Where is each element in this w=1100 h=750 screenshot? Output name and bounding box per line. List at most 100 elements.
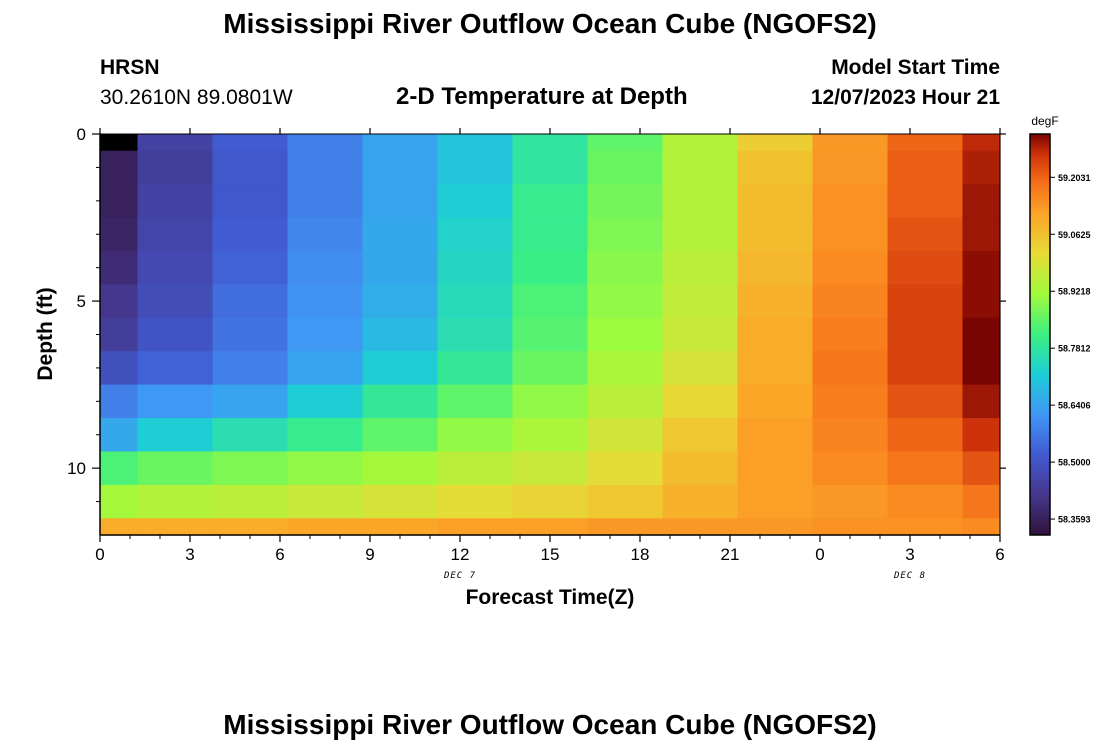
x-tick-label: 6 <box>995 545 1004 564</box>
heatmap-cell <box>887 518 964 536</box>
station-name: HRSN <box>100 56 160 79</box>
heatmap-cell <box>962 150 1001 185</box>
heatmap-cell <box>962 217 1001 252</box>
heatmap-cell <box>512 184 589 219</box>
heatmap-cell <box>287 451 364 486</box>
heatmap-cell <box>287 134 364 152</box>
heatmap-cell <box>100 418 139 453</box>
y-tick-label: 5 <box>77 292 86 311</box>
heatmap-cell <box>737 184 814 219</box>
heatmap-cell <box>737 250 814 285</box>
heatmap-cell <box>100 451 139 486</box>
heatmap-cell <box>437 418 514 453</box>
heatmap-cell <box>887 484 964 519</box>
heatmap-cell <box>212 484 289 519</box>
heatmap-cell <box>512 217 589 252</box>
plot-axes: 0 3 6 9 12 15 18 21 0 3 6 DEC 7 DEC 8 0 5 10 <box>67 125 1006 581</box>
heatmap-cell <box>962 250 1001 285</box>
heatmap-cell <box>512 418 589 453</box>
chart-title: Mississippi River Outflow Ocean Cube (NG… <box>223 8 877 39</box>
heatmap-cell <box>887 351 964 386</box>
heatmap-cell <box>287 250 364 285</box>
heatmap-cell <box>437 284 514 319</box>
heatmap-cell <box>437 134 514 152</box>
x-tick-label: 6 <box>275 545 284 564</box>
x-tick-label: 0 <box>95 545 104 564</box>
heatmap-cell <box>887 134 964 152</box>
heatmap-cell <box>212 150 289 185</box>
heatmap-cell <box>287 184 364 219</box>
heatmap-cell <box>287 150 364 185</box>
heatmap-cell <box>137 217 214 252</box>
heatmap-cell <box>137 418 214 453</box>
heatmap-cell <box>137 451 214 486</box>
heatmap-cells <box>100 134 1001 536</box>
heatmap-cell <box>662 250 739 285</box>
heatmap-cell <box>287 484 364 519</box>
heatmap-cell <box>137 317 214 352</box>
heatmap-cell <box>662 284 739 319</box>
heatmap-cell <box>137 484 214 519</box>
model-start-value: 12/07/2023 Hour 21 <box>810 86 1000 109</box>
heatmap-cell <box>587 418 664 453</box>
x-tick-label: 3 <box>185 545 194 564</box>
heatmap-cell <box>100 150 139 185</box>
heatmap-cell <box>437 451 514 486</box>
heatmap-cell <box>887 250 964 285</box>
colorbar: degF 59.2031 59.0625 58.9218 58.7812 58.6406 5… <box>1029 114 1091 536</box>
heatmap-cell <box>812 518 889 536</box>
x-tick-label: 0 <box>815 545 824 564</box>
heatmap-cell <box>812 184 889 219</box>
date-label: DEC 8 <box>893 571 926 581</box>
heatmap-cell <box>737 451 814 486</box>
heatmap-cell <box>437 250 514 285</box>
heatmap-cell <box>737 418 814 453</box>
heatmap-cell <box>212 384 289 419</box>
heatmap-cell <box>887 284 964 319</box>
heatmap-cell <box>512 317 589 352</box>
heatmap-cell <box>662 518 739 536</box>
heatmap-cell <box>812 217 889 252</box>
heatmap-cell <box>100 134 139 152</box>
heatmap-cell <box>962 284 1001 319</box>
y-tick-label: 0 <box>77 125 86 144</box>
heatmap-cell <box>137 184 214 219</box>
y-tick-label: 10 <box>67 459 86 478</box>
heatmap-cell <box>362 134 439 152</box>
x-tick-label: 3 <box>905 545 914 564</box>
heatmap-cell <box>737 150 814 185</box>
heatmap-cell <box>587 518 664 536</box>
heatmap-cell <box>962 451 1001 486</box>
heatmap-cell <box>362 484 439 519</box>
heatmap-cell <box>737 217 814 252</box>
heatmap-cell <box>587 284 664 319</box>
x-tick-label: 21 <box>721 545 740 564</box>
heatmap-cell <box>962 351 1001 386</box>
heatmap-cell <box>287 384 364 419</box>
heatmap-cell <box>362 351 439 386</box>
heatmap-cell <box>587 484 664 519</box>
heatmap-cell <box>212 250 289 285</box>
heatmap-cell <box>662 217 739 252</box>
heatmap-cell <box>100 217 139 252</box>
heatmap-cell <box>437 317 514 352</box>
heatmap-cell <box>437 150 514 185</box>
heatmap-cell <box>812 284 889 319</box>
heatmap-cell <box>100 484 139 519</box>
heatmap-cell <box>287 317 364 352</box>
heatmap-cell <box>887 451 964 486</box>
heatmap-cell <box>137 150 214 185</box>
heatmap-cell <box>587 150 664 185</box>
heatmap-cell <box>100 250 139 285</box>
heatmap-cell <box>587 351 664 386</box>
heatmap-cell <box>362 384 439 419</box>
heatmap-cell <box>212 451 289 486</box>
heatmap-cell <box>362 217 439 252</box>
heatmap-cell <box>362 518 439 536</box>
heatmap-cell <box>662 184 739 219</box>
heatmap-cell <box>512 284 589 319</box>
heatmap-cell <box>100 184 139 219</box>
heatmap-cell <box>737 351 814 386</box>
heatmap-cell <box>962 384 1001 419</box>
